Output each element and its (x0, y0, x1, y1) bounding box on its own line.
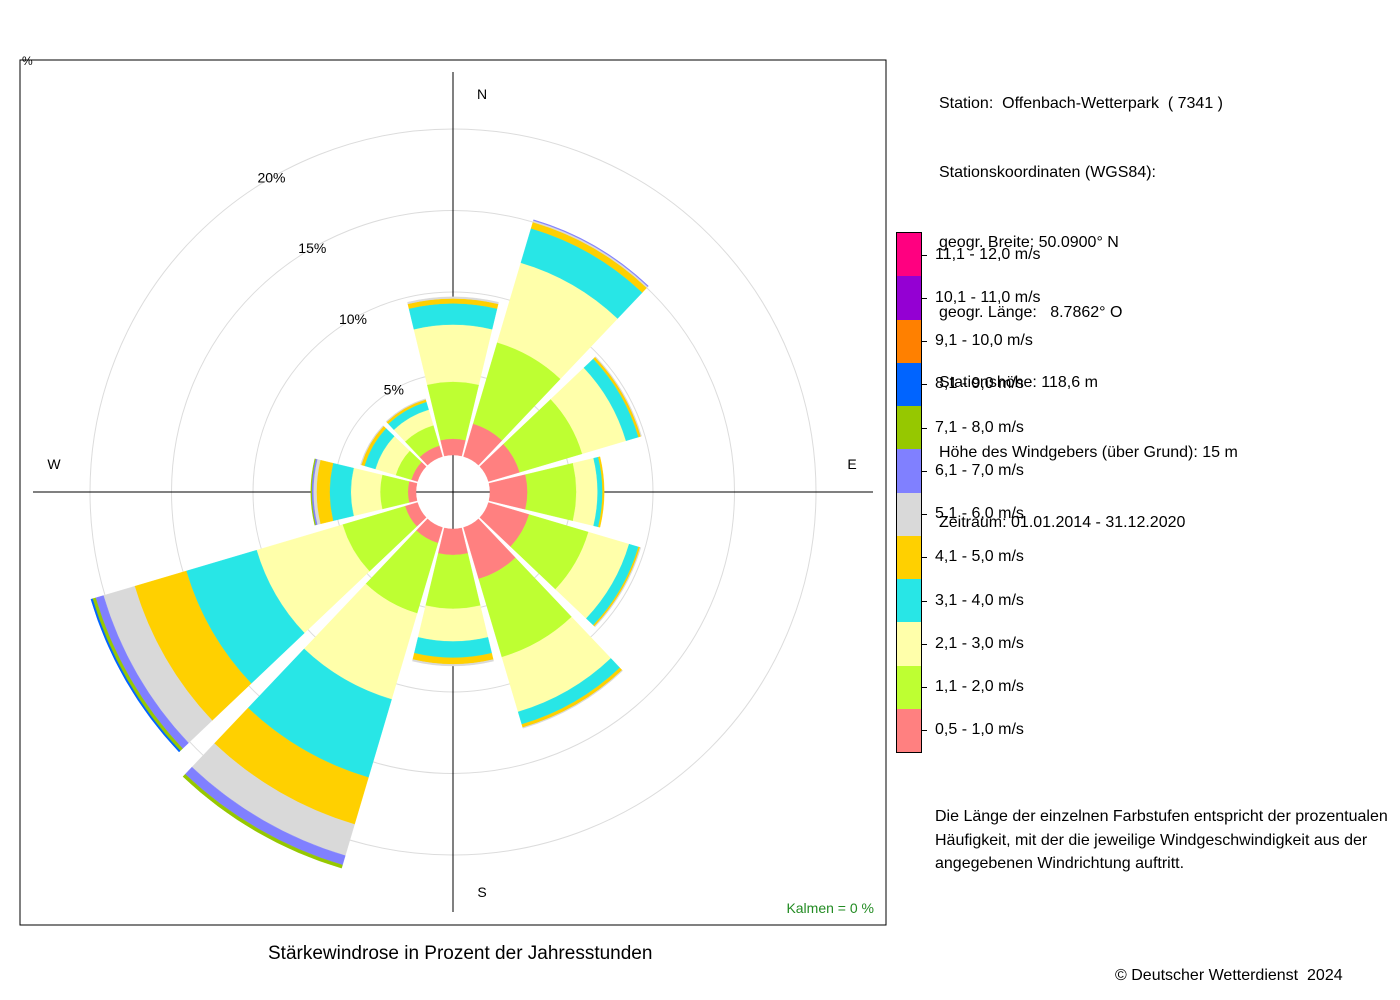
sector-0-speed-5 (407, 296, 499, 305)
legend-label: 6,1 - 7,0 m/s (935, 461, 1024, 479)
legend-label: 8,1 - 9,0 m/s (935, 375, 1024, 393)
station-info: Station: Offenbach-Wetterpark ( 7341 ) S… (939, 45, 1238, 558)
legend-swatch (897, 449, 921, 493)
legend-label: 7,1 - 8,0 m/s (935, 418, 1024, 436)
ring-labels: 5% 10% 15% 20% (257, 170, 403, 398)
ring-label-15: 15% (298, 240, 326, 256)
sector-270-speed-7 (310, 458, 316, 526)
legend-label: 11,1 - 12,0 m/s (935, 245, 1041, 263)
station-longitude: geogr. Länge: 8.7862° O (939, 304, 1123, 322)
legend-label: 3,1 - 4,0 m/s (935, 591, 1024, 609)
legend-tick (921, 643, 927, 645)
sector-30-speed-6 (533, 219, 649, 287)
sector-90-speed-2 (572, 458, 598, 526)
wind-sectors (90, 219, 649, 869)
legend-swatch (897, 233, 921, 277)
legend-swatch (897, 708, 921, 752)
sector-210-speed-7 (182, 773, 343, 869)
legend-swatch (897, 276, 921, 320)
sector-270-speed-3 (329, 462, 354, 522)
compass-west-label: W (47, 456, 61, 472)
sector-180-speed-5 (412, 659, 494, 667)
anemometer-height: Höhe des Windgebers (über Grund): 15 m (939, 444, 1238, 462)
legend-tick (921, 600, 927, 602)
legend-tick (921, 254, 927, 256)
compass-axes (33, 72, 873, 912)
speed-legend: 11,1 - 12,0 m/s 10,1 - 11,0 m/s 9,1 - 10,0… (896, 232, 1096, 753)
sector-0-speed-2 (413, 324, 493, 385)
legend-label: 10,1 - 11,0 m/s (935, 288, 1041, 306)
sector-60-speed-5 (594, 356, 642, 437)
legend-swatch (897, 535, 921, 579)
legend-tick (921, 341, 927, 343)
chart-title: Stärkewindrose in Prozent der Jahresstun… (268, 943, 653, 964)
station-latitude: geogr. Breite: 50.0900° N (939, 234, 1119, 252)
calm-label: Kalmen = 0 % (786, 900, 874, 916)
legend-swatch (897, 362, 921, 406)
legend-label: 0,5 - 1,0 m/s (935, 721, 1024, 739)
legend-label: 1,1 - 2,0 m/s (935, 678, 1024, 696)
legend-swatch (897, 319, 921, 363)
legend-label: 2,1 - 3,0 m/s (935, 634, 1024, 652)
legend-tick (921, 557, 927, 559)
legend-tick (921, 514, 927, 516)
sector-0-speed-0 (440, 438, 466, 457)
unit-label: % (22, 54, 33, 68)
station-coordinates-heading: Stationskoordinaten (WGS84): (939, 164, 1156, 182)
compass-east-label: E (847, 456, 856, 472)
sector-180-speed-2 (417, 605, 489, 642)
sector-300-speed-5 (360, 425, 384, 466)
sector-270-speed-2 (350, 467, 383, 517)
legend-swatch (897, 492, 921, 536)
legend-swatch (897, 579, 921, 623)
legend-color-bar (896, 232, 922, 753)
time-period: Zeitraum: 01.01.2014 - 31.12.2020 (939, 513, 1186, 531)
explanation-note: Die Länge der einzelnen Farbstufen entsp… (935, 808, 1388, 872)
sector-330-speed-5 (385, 398, 426, 423)
ring-label-10: 10% (339, 311, 367, 327)
legend-tick (921, 297, 927, 299)
sector-240-speed-8 (90, 598, 181, 753)
ring-label-20: 20% (257, 170, 285, 186)
sector-150-speed-5 (522, 669, 623, 729)
compass-south-label: S (477, 884, 486, 900)
legend-tick (921, 730, 927, 732)
ring-label-5: 5% (384, 381, 404, 397)
sector-120-speed-5 (594, 547, 642, 628)
station-name: Station: Offenbach-Wetterpark ( 7341 ) (939, 94, 1223, 112)
legend-label: 4,1 - 5,0 m/s (935, 548, 1024, 566)
station-elevation: Stationshöhe: 118,6 m (939, 374, 1098, 392)
legend-tick (921, 384, 927, 386)
sector-90-speed-4 (598, 456, 605, 528)
legend-tick (921, 427, 927, 429)
legend-swatch (897, 406, 921, 450)
legend-tick (921, 687, 927, 689)
legend-swatch (897, 665, 921, 709)
legend-label: 5,1 - 6,0 m/s (935, 505, 1024, 523)
compass-north-label: N (477, 86, 487, 102)
copyright: © Deutscher Wetterdienst 2024 (1115, 967, 1343, 984)
legend-tick (921, 470, 927, 472)
sector-270-speed-0 (407, 481, 418, 503)
legend-swatch (897, 622, 921, 666)
legend-label: 9,1 - 10,0 m/s (935, 332, 1033, 350)
